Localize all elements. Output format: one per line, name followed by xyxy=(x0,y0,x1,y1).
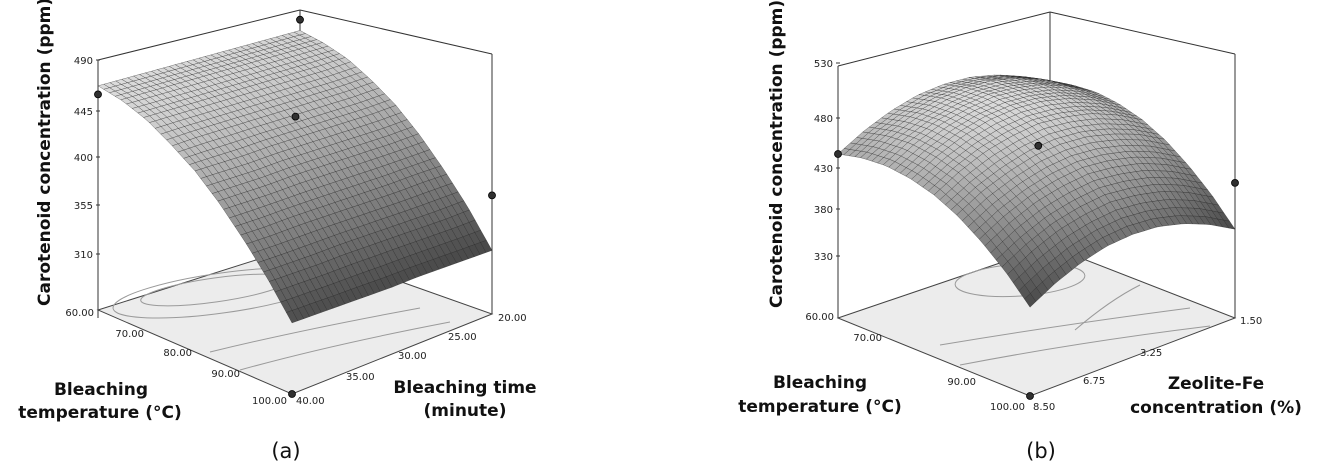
chart-b-x-label-line2: temperature (°C) xyxy=(738,397,902,417)
surface-cell xyxy=(1223,219,1236,230)
y-tick: 40.00 xyxy=(296,396,325,407)
design-point xyxy=(488,191,496,200)
y-tick: 8.50 xyxy=(1033,402,1055,413)
z-tick: 400 xyxy=(74,153,93,164)
y-tick: 25.00 xyxy=(448,332,477,343)
chart-b-x-label-line1: Bleaching xyxy=(773,373,867,393)
y-tick: 3.25 xyxy=(1140,348,1162,359)
y-tick: 35.00 xyxy=(346,372,375,383)
chart-b: 530 480 430 380 330 60.00 70.00 90.00 10… xyxy=(738,0,1302,463)
z-tick: 310 xyxy=(74,250,93,261)
x-tick: 100.00 xyxy=(990,402,1025,413)
x-tick: 70.00 xyxy=(115,329,144,340)
x-tick: 90.00 xyxy=(211,369,240,380)
design-point xyxy=(291,112,300,121)
y-tick: 30.00 xyxy=(398,351,427,362)
design-point xyxy=(1026,392,1034,400)
z-tick: 380 xyxy=(814,205,833,216)
chart-a-z-label: Carotenoid concentration (ppm) xyxy=(35,0,55,306)
z-tick: 480 xyxy=(814,114,833,125)
z-tick: 355 xyxy=(74,201,93,212)
chart-a-surface xyxy=(97,30,493,324)
chart-b-y-label-line2: concentration (%) xyxy=(1130,398,1302,418)
chart-a-z-ticks: 490 445 400 355 310 xyxy=(74,56,100,261)
z-tick: 445 xyxy=(74,107,93,118)
chart-b-panel-label: (b) xyxy=(1026,439,1056,463)
surface-cell xyxy=(480,240,493,253)
z-tick: 330 xyxy=(814,252,833,263)
chart-b-z-label: Carotenoid concentration (ppm) xyxy=(767,0,787,308)
chart-a-y-ticks: 20.00 25.00 30.00 35.00 40.00 xyxy=(296,313,527,407)
y-tick: 20.00 xyxy=(498,313,527,324)
z-tick: 490 xyxy=(74,56,93,67)
z-tick: 430 xyxy=(814,164,833,175)
chart-b-z-ticks: 530 480 430 380 330 xyxy=(814,59,840,263)
chart-b-y-ticks: 1.50 3.25 6.75 8.50 xyxy=(1033,316,1262,413)
x-tick: 90.00 xyxy=(947,377,976,388)
design-point xyxy=(288,390,296,398)
x-tick: 100.00 xyxy=(252,396,287,407)
chart-b-y-label-line1: Zeolite-Fe xyxy=(1168,374,1264,394)
chart-a-x-label-line2: temperature (°C) xyxy=(18,403,182,423)
chart-b-floor-contours xyxy=(939,262,1211,366)
design-point xyxy=(1231,178,1239,187)
chart-a-design-points xyxy=(94,15,496,398)
chart-b-x-ticks: 60.00 70.00 90.00 100.00 xyxy=(805,312,1025,413)
chart-b-surface xyxy=(837,74,1236,308)
y-tick: 6.75 xyxy=(1083,376,1105,387)
chart-a-x-ticks: 60.00 70.00 80.00 90.00 100.00 xyxy=(65,308,287,407)
design-point xyxy=(94,90,102,99)
chart-a-y-label-line2: (minute) xyxy=(424,401,507,421)
design-point xyxy=(296,15,304,24)
chart-a-x-label-line1: Bleaching xyxy=(54,380,148,400)
chart-b-design-points xyxy=(834,141,1239,400)
chart-a-panel-label: (a) xyxy=(271,439,300,463)
design-point xyxy=(834,150,842,158)
z-tick: 530 xyxy=(814,59,833,70)
x-tick: 70.00 xyxy=(853,333,882,344)
y-tick: 1.50 xyxy=(1240,316,1262,327)
x-tick: 80.00 xyxy=(163,348,192,359)
x-tick: 60.00 xyxy=(65,308,94,319)
x-tick: 60.00 xyxy=(805,312,834,323)
design-point xyxy=(1034,141,1043,150)
chart-a: 490 445 400 355 310 60.00 70.00 80.00 90… xyxy=(18,0,536,463)
chart-a-y-label-line1: Bleaching time xyxy=(393,378,536,398)
